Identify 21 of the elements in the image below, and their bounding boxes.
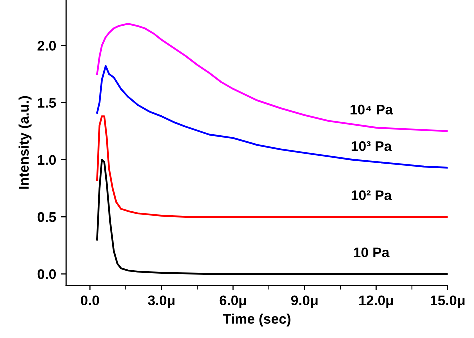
y-tick-label: 2.0	[38, 41, 56, 51]
x-tick-label: 12.0μ	[359, 296, 394, 308]
x-tick-label: 6.0μ	[220, 296, 246, 308]
y-tick-label: 1.0	[38, 155, 56, 166]
line-series	[96, 116, 448, 218]
line-series	[96, 23, 448, 132]
x-tick-label: 3.0μ	[148, 296, 175, 308]
x-tick-label: 15.0μ	[431, 296, 465, 308]
line-series	[96, 159, 448, 276]
x-axis-title: Time (sec)	[223, 314, 291, 327]
line-series	[96, 65, 448, 169]
series-label: 10³ Pa	[352, 141, 392, 152]
series-label: 10² Pa	[352, 190, 392, 200]
y-tick-label: 0.0	[38, 270, 56, 280]
series-label: 10⁴ Pa	[350, 104, 394, 115]
series-label: 10 Pa	[354, 248, 390, 258]
y-tick-label: 1.5	[38, 98, 56, 108]
y-tick-label: 0.5	[38, 212, 56, 222]
y-axis-title: Intensity (a.u.)	[18, 96, 32, 189]
x-tick-label: 0.0	[81, 296, 100, 306]
x-tick-label: 9.0μ	[291, 296, 318, 308]
